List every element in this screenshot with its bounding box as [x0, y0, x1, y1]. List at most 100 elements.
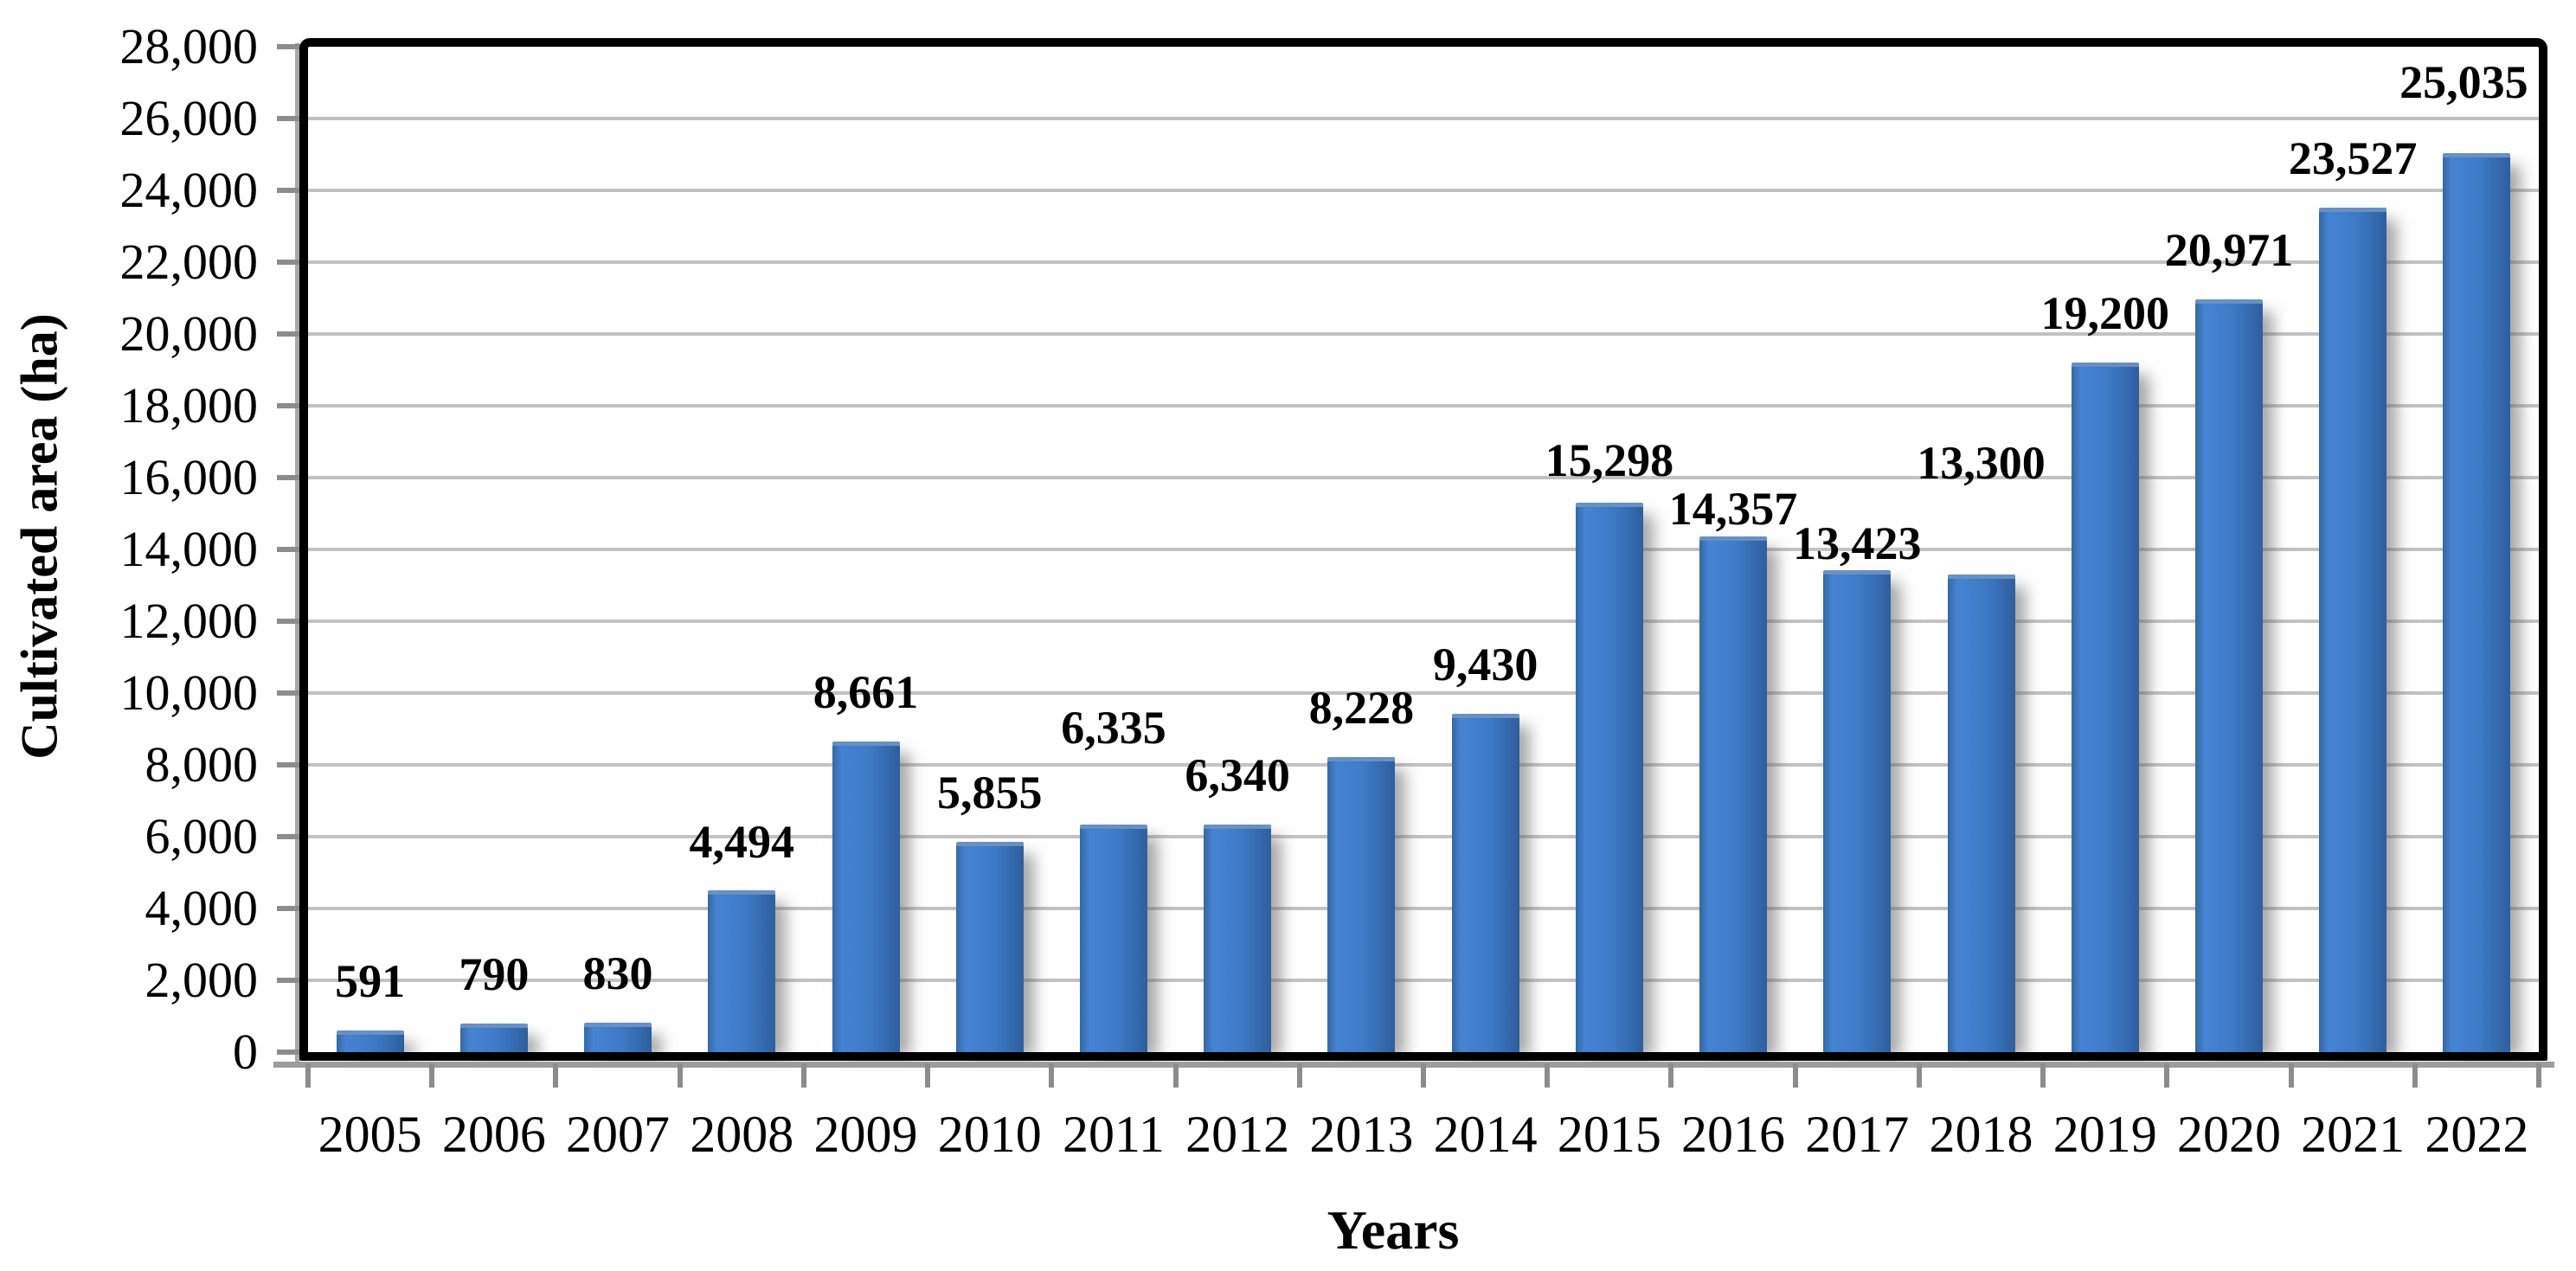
x-axis-tick	[1916, 1063, 1922, 1088]
bar-value-label: 5,855	[936, 767, 1043, 819]
x-axis-tick	[677, 1063, 683, 1088]
gridline	[308, 619, 2539, 623]
x-tick-label: 2017	[1805, 1106, 1910, 1163]
bar	[1079, 825, 1147, 1052]
y-tick-label: 6,000	[145, 808, 259, 864]
x-tick-label: 2005	[318, 1106, 422, 1163]
y-axis-tick	[277, 547, 303, 552]
bar	[1451, 713, 1519, 1052]
y-tick-label: 2,000	[145, 952, 259, 1008]
y-tick-label: 28,000	[119, 18, 259, 74]
bar	[2443, 153, 2511, 1052]
bar	[459, 1024, 528, 1052]
bar	[2319, 207, 2387, 1052]
gridline	[308, 332, 2539, 336]
y-tick-label: 16,000	[119, 449, 259, 505]
x-tick-label: 2015	[1557, 1106, 1661, 1163]
gridline	[308, 476, 2539, 479]
gridline	[308, 548, 2539, 551]
bar	[708, 890, 776, 1052]
bar-value-label: 790	[459, 948, 530, 1001]
y-axis-tick	[277, 762, 303, 767]
x-axis-tick	[2536, 1063, 2541, 1088]
bar	[2194, 298, 2263, 1052]
x-axis-tick	[1421, 1063, 1426, 1088]
x-axis-tick	[2288, 1063, 2294, 1088]
bar	[1699, 536, 1768, 1052]
x-tick-label: 2018	[1929, 1106, 2033, 1163]
bar-value-label: 13,300	[1917, 437, 2046, 490]
bar	[955, 842, 1024, 1052]
x-tick-label: 2007	[566, 1106, 671, 1163]
bar-value-label: 9,430	[1432, 638, 1539, 690]
x-axis-tick	[1545, 1063, 1551, 1088]
y-axis-tick	[277, 1050, 303, 1055]
y-tick-label: 20,000	[119, 305, 259, 362]
x-axis-title: Years	[1327, 1199, 1460, 1261]
bar-value-label: 6,335	[1061, 702, 1166, 754]
x-axis-tick	[429, 1063, 435, 1088]
gridline	[308, 117, 2539, 120]
x-axis-tick	[2164, 1063, 2170, 1088]
y-axis-tick	[277, 619, 303, 624]
bar	[832, 741, 900, 1052]
y-tick-label: 12,000	[119, 593, 259, 649]
x-axis-tick	[1172, 1063, 1179, 1088]
bar-value-label: 13,423	[1793, 517, 1922, 569]
x-tick-label: 2020	[2176, 1106, 2281, 1163]
bar	[1823, 569, 1892, 1052]
bar-value-label: 19,200	[2040, 287, 2169, 340]
gridline	[308, 907, 2539, 910]
gridline	[308, 979, 2539, 982]
bar-value-label: 8,228	[1308, 681, 1415, 734]
x-tick-label: 2014	[1433, 1106, 1538, 1163]
y-axis-tick	[277, 260, 303, 265]
x-axis-tick	[925, 1063, 931, 1088]
y-axis-tick	[277, 403, 303, 408]
y-tick-label: 24,000	[119, 162, 259, 218]
x-tick-label: 2008	[690, 1106, 794, 1163]
bar-value-label: 8,661	[813, 665, 919, 718]
bar-value-label: 23,527	[2288, 132, 2418, 184]
x-axis-tick	[1668, 1063, 1674, 1088]
y-axis-tick	[277, 978, 303, 983]
bar-value-label: 14,357	[1668, 483, 1798, 536]
bar	[1327, 756, 1396, 1052]
x-axis-tick	[800, 1063, 806, 1088]
y-tick-label: 8,000	[145, 736, 259, 793]
bar-value-label: 830	[582, 947, 653, 999]
y-tick-label: 10,000	[119, 664, 259, 721]
bar	[1575, 503, 1643, 1052]
gridline	[308, 404, 2539, 408]
x-axis-tick	[2412, 1063, 2418, 1088]
x-tick-label: 2006	[441, 1106, 546, 1163]
y-axis-tick	[277, 116, 303, 121]
bar	[2071, 363, 2139, 1052]
x-tick-label: 2013	[1309, 1106, 1414, 1163]
y-axis-line	[295, 43, 299, 1064]
x-tick-label: 2010	[937, 1106, 1042, 1163]
bar	[1947, 575, 2015, 1052]
x-axis-line	[273, 1062, 2554, 1068]
y-tick-label: 22,000	[119, 234, 259, 290]
bar	[584, 1022, 652, 1052]
y-tick-label: 0	[233, 1024, 258, 1080]
gridline	[308, 260, 2539, 264]
y-tick-label: 4,000	[145, 880, 259, 936]
gridline	[308, 189, 2539, 192]
x-axis-tick	[1792, 1063, 1798, 1088]
x-axis-tick	[1049, 1063, 1055, 1088]
x-axis-tick	[553, 1063, 559, 1088]
y-axis-tick	[277, 331, 303, 337]
gridline	[308, 835, 2539, 838]
y-axis-tick	[277, 44, 303, 49]
x-axis-tick	[305, 1063, 311, 1088]
y-tick-label: 18,000	[119, 377, 259, 433]
x-tick-label: 2016	[1681, 1106, 1786, 1163]
bar-value-label: 15,298	[1545, 434, 1674, 487]
bar-value-label: 591	[335, 955, 406, 1008]
gridline	[308, 691, 2539, 695]
x-axis-tick	[1296, 1063, 1302, 1088]
y-tick-label: 14,000	[119, 521, 259, 577]
